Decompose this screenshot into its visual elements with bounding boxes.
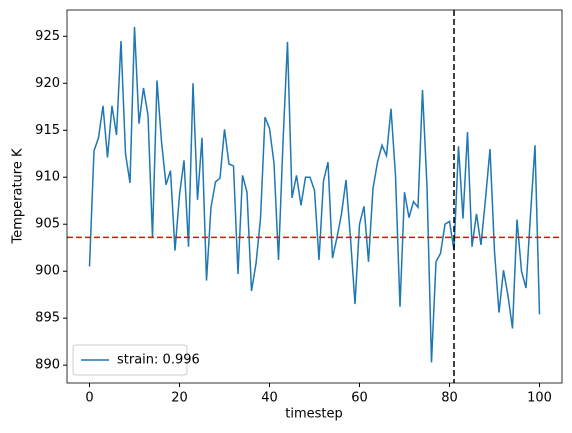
y-tick-label: 920 [35, 76, 60, 91]
x-axis-label: timestep [285, 407, 343, 422]
y-tick-label: 890 [35, 358, 60, 373]
y-tick-label: 900 [35, 264, 60, 279]
legend-box [72, 344, 188, 376]
x-tick-label: 40 [261, 391, 278, 406]
x-tick-label: 60 [351, 391, 368, 406]
x-tick-label: 0 [85, 391, 93, 406]
y-axis-label: Temperature K [11, 148, 26, 244]
y-tick-label: 910 [35, 170, 60, 185]
plot-frame [66, 9, 563, 384]
y-tick-label: 895 [35, 311, 60, 326]
x-tick-label: 80 [441, 391, 458, 406]
y-tick-label: 915 [35, 123, 60, 138]
x-tick-label: 20 [171, 391, 188, 406]
legend-label: strain: 0.996 [117, 353, 200, 368]
x-tick-label: 100 [527, 391, 552, 406]
data-line [88, 26, 541, 363]
y-tick-label: 925 [35, 29, 60, 44]
y-tick-label: 905 [35, 217, 60, 232]
